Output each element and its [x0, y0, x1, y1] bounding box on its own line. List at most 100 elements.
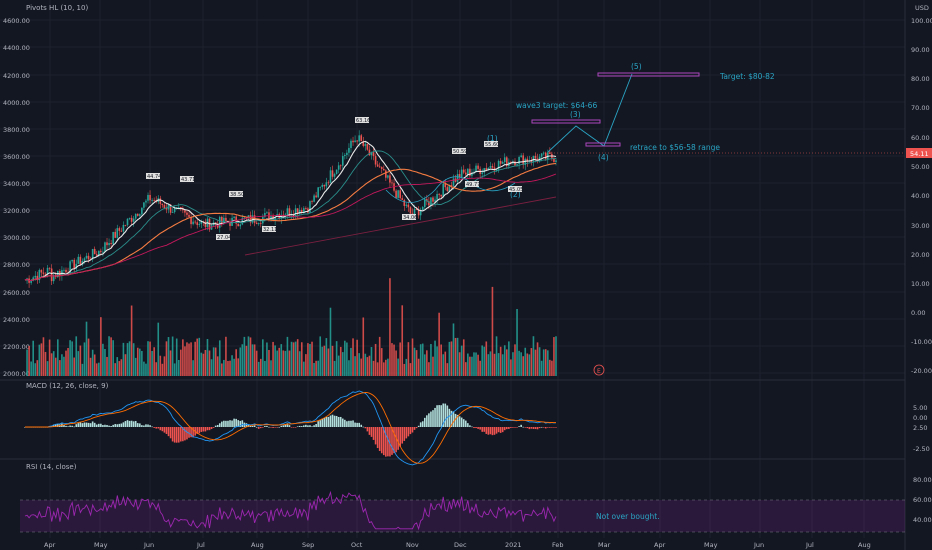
volume-bar	[514, 344, 516, 376]
target-box[interactable]	[597, 72, 700, 77]
macd-hist-bar	[417, 425, 420, 427]
retrace-box[interactable]	[585, 142, 621, 147]
candle-body	[481, 172, 483, 174]
macd-hist-bar	[403, 427, 406, 441]
candle-body	[438, 194, 440, 195]
macd-hist-bar	[116, 424, 119, 427]
macd-hist-bar	[54, 424, 57, 427]
macd-hist-bar	[286, 423, 289, 427]
macd-hist-bar	[546, 427, 549, 428]
candle-body	[413, 209, 416, 216]
macd-hist-bar	[235, 418, 237, 427]
macd-hist-bar	[262, 427, 264, 428]
macd-hist-bar	[483, 427, 486, 432]
target-annotation[interactable]: Target: $80-82	[719, 72, 775, 81]
right-price-axis: 100.00 90.00 80.00 70.00 60.00 50.00 40.…	[911, 17, 932, 375]
candle-body	[87, 255, 90, 260]
rsi-title[interactable]: RSI (14, close)	[26, 463, 77, 471]
macd-title[interactable]: MACD (12, 26, close, 9)	[26, 382, 109, 390]
volume-bar	[212, 347, 215, 376]
candle-body	[173, 207, 176, 213]
candle-body	[188, 214, 190, 217]
volume-bar	[442, 354, 445, 376]
candle-body	[544, 152, 547, 160]
earnings-marker[interactable]: E	[593, 364, 605, 376]
candle-body	[241, 217, 244, 225]
macd-tick: -2.50	[913, 445, 930, 453]
candle-body	[139, 214, 141, 216]
candle-body	[456, 174, 459, 182]
macd-hist-bar	[544, 427, 547, 429]
macd-hist-bar	[210, 427, 213, 430]
volume-bar	[382, 362, 385, 376]
macd-hist-bar	[298, 425, 301, 427]
macd-hist-bar	[278, 426, 281, 428]
candle-body	[495, 169, 498, 171]
macd-hist-bar	[358, 422, 360, 427]
candle-body	[532, 155, 535, 162]
candle-body	[81, 260, 84, 265]
macd-hist-bar	[458, 416, 461, 427]
candle-body	[444, 183, 447, 188]
indicator-title[interactable]: Pivots HL (10, 10)	[26, 4, 88, 12]
macd-hist-bar	[413, 427, 416, 430]
candle-body	[221, 216, 223, 223]
pivot-label: 38.50	[230, 192, 244, 198]
volume-bar	[479, 360, 481, 376]
candle-body	[503, 157, 506, 162]
volume-bar	[374, 343, 377, 376]
macd-hist-bar	[516, 427, 518, 428]
candle-body	[493, 167, 496, 171]
macd-hist-bar	[514, 427, 516, 428]
candle-body	[307, 208, 309, 213]
wave3-annotation[interactable]: wave3 target: $64-66	[516, 101, 597, 110]
macd-hist-bar	[167, 427, 170, 437]
volume-bar	[483, 346, 486, 376]
volume-bar	[329, 307, 332, 376]
left-tick: 3800.00	[3, 126, 30, 134]
volume-bar	[122, 342, 125, 376]
volume-bar	[54, 357, 57, 376]
macd-hist-bar	[456, 414, 459, 427]
left-tick: 2200.00	[3, 343, 30, 351]
volume-bar	[259, 358, 262, 376]
macd-hist-bar	[360, 424, 363, 427]
macd-hist-bar	[434, 407, 436, 427]
volume-bar	[452, 323, 455, 376]
candle-body	[491, 166, 494, 168]
macd-hist-bar	[518, 426, 520, 427]
wave-label-3: (3)	[570, 110, 581, 119]
volume-bar	[73, 357, 76, 376]
volume-bar	[108, 336, 110, 376]
candle-body	[50, 268, 53, 282]
pivot-label: 49.77	[466, 182, 480, 188]
macd-hist-bar	[411, 427, 414, 433]
candle-body	[200, 221, 203, 224]
macd-hist-bar	[339, 416, 342, 427]
candle-body	[223, 217, 225, 223]
volume-bar	[89, 357, 92, 376]
volume-bar	[290, 341, 293, 376]
volume-bar	[118, 361, 121, 376]
macd-hist-bar	[305, 424, 307, 427]
volume-bar	[337, 355, 340, 376]
retrace-annotation[interactable]: retrace to $56-58 range	[630, 143, 720, 152]
volume-bar	[208, 350, 211, 376]
macd-hist-bar	[419, 422, 422, 427]
volume-bar	[124, 354, 127, 376]
rsi-annotation[interactable]: Not over bought.	[596, 512, 660, 521]
candle-body	[237, 223, 240, 227]
candle-body	[380, 167, 383, 169]
elliott-projection[interactable]: wave3 target: $64-66 retrace to $56-58 r…	[385, 62, 775, 203]
candle-body	[251, 215, 254, 223]
candle-body	[214, 222, 217, 224]
wave3-target-box[interactable]	[531, 119, 601, 124]
volume-bar	[204, 349, 207, 376]
volume-bar	[278, 347, 281, 376]
volume-bar	[477, 354, 479, 376]
macd-hist-bar	[380, 427, 383, 454]
right-tick: 90.00	[911, 46, 930, 54]
left-tick: 3400.00	[3, 180, 30, 188]
left-tick: 2400.00	[3, 316, 30, 324]
